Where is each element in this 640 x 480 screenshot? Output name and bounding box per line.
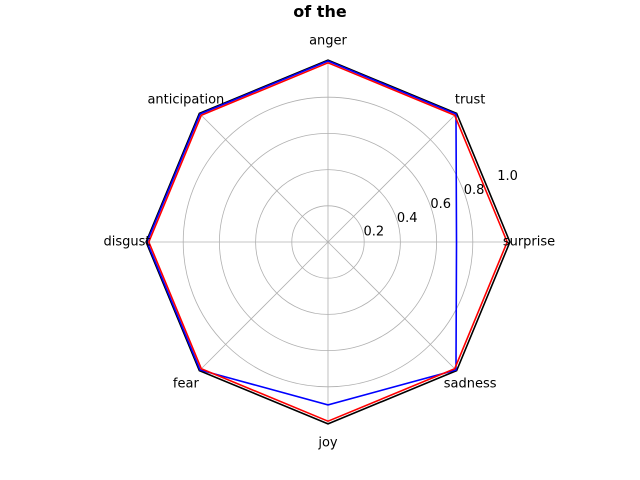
radar-grid (147, 61, 509, 423)
category-label-anticipation: anticipation (147, 92, 224, 107)
category-label-sadness: sadness (444, 377, 497, 392)
series-line-1 (146, 60, 458, 406)
radial-tick-label: 0.4 (397, 211, 418, 226)
radar-series-group (145, 59, 511, 425)
radar-labels: surprise trust anger anticipation disgust fea… (104, 34, 556, 451)
category-label-fear: fear (173, 377, 200, 392)
radial-tick-label: 0.6 (430, 197, 451, 212)
grid-spoke (327, 241, 457, 371)
grid-spoke (199, 241, 329, 371)
category-label-surprise: surprise (503, 235, 555, 250)
radial-tick-label: 0.2 (363, 225, 384, 240)
chart-title: of the (293, 2, 347, 21)
category-label-joy: joy (317, 436, 338, 451)
category-label-trust: trust (455, 92, 486, 107)
series-line-2 (147, 61, 509, 423)
category-label-disgust: disgust (104, 235, 151, 250)
radial-tick-label: 0.8 (464, 183, 485, 198)
category-label-anger: anger (309, 34, 347, 49)
radial-tick-label: 1.0 (497, 169, 518, 184)
series-line-0 (145, 59, 511, 425)
grid-spoke (199, 113, 329, 243)
grid-spoke (327, 113, 457, 243)
